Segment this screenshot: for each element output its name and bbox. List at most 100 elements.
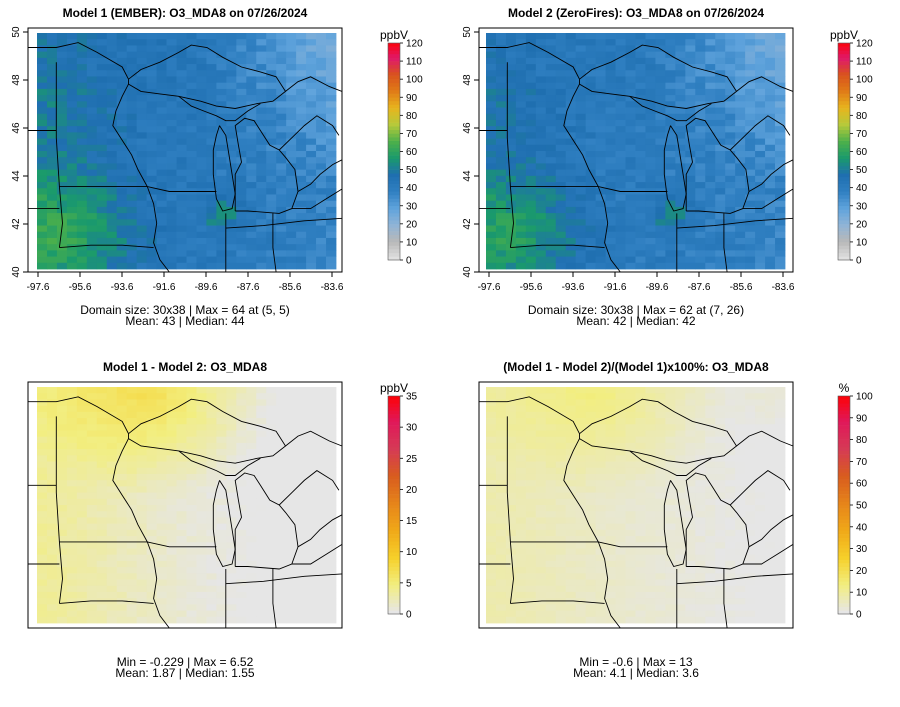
grid-cell (645, 387, 656, 394)
grid-cell (96, 244, 108, 251)
grid-cell (605, 480, 616, 487)
grid-cell (725, 399, 736, 407)
grid-cell (695, 573, 706, 580)
grid-cell (585, 206, 597, 214)
colorbar-segment (838, 68, 850, 73)
grid-cell (505, 101, 517, 108)
grid-cell (286, 188, 297, 195)
grid-cell (86, 64, 98, 71)
grid-cell (216, 206, 227, 214)
grid-cell (655, 560, 666, 568)
grid-cell (276, 467, 287, 475)
grid-cell (765, 132, 776, 139)
grid-cell (326, 188, 337, 195)
grid-cell (585, 82, 597, 90)
grid-cell (685, 616, 696, 624)
grid-cell (535, 455, 547, 462)
colorbar-segment (838, 144, 850, 149)
grid-cell (316, 418, 327, 425)
grid-cell (755, 573, 766, 580)
grid-cell (695, 560, 706, 568)
grid-cell (775, 436, 786, 444)
grid-cell (675, 585, 686, 593)
grid-cell (755, 126, 766, 133)
grid-cell (116, 424, 128, 431)
boundary-line (55, 62, 63, 248)
grid-cell (56, 169, 68, 177)
grid-cell (136, 505, 148, 512)
grid-cell (495, 51, 507, 59)
grid-cell (735, 33, 746, 40)
grid-cell (675, 101, 686, 108)
grid-cell (206, 33, 217, 40)
grid-cell (46, 548, 58, 556)
grid-cell (306, 399, 317, 407)
grid-cell (156, 39, 167, 46)
grid-cell (266, 573, 277, 580)
grid-cell (96, 39, 108, 46)
grid-cell (685, 119, 696, 127)
grid-cell (246, 169, 257, 177)
boundary-line (212, 125, 236, 212)
grid-cell (86, 449, 98, 456)
grid-cell (306, 157, 317, 164)
grid-cell (106, 442, 118, 450)
grid-cell (765, 449, 776, 456)
grid-cell (96, 101, 108, 108)
grid-cell (735, 57, 746, 65)
grid-cell (735, 163, 746, 171)
grid-cell (615, 157, 626, 164)
grid-cell (306, 492, 317, 500)
data-grid (486, 387, 786, 624)
grid-cell (745, 405, 756, 413)
grid-cell (146, 393, 157, 400)
grid-cell (256, 175, 267, 183)
grid-cell (66, 126, 78, 133)
grid-cell (615, 76, 626, 84)
grid-cell (46, 132, 58, 139)
grid-cell (585, 585, 597, 593)
grid-cell (316, 256, 327, 264)
colorbar-segment (388, 122, 400, 127)
grid-cell (615, 119, 626, 127)
grid-cell (775, 517, 786, 525)
grid-cell (775, 399, 786, 407)
grid-cell (76, 206, 88, 214)
grid-cell (625, 567, 636, 574)
grid-cell (765, 604, 776, 611)
colorbar-segment (388, 512, 400, 517)
grid-cell (765, 467, 776, 475)
grid-cell (46, 126, 58, 133)
grid-cell (635, 64, 646, 71)
grid-cell (625, 262, 636, 270)
grid-cell (76, 194, 88, 202)
grid-cell (725, 182, 736, 189)
grid-cell (176, 411, 187, 419)
grid-cell (136, 76, 148, 84)
grid-cell (286, 467, 297, 475)
grid-cell (605, 132, 616, 139)
grid-cell (585, 536, 597, 543)
grid-cell (236, 554, 247, 562)
grid-cell (635, 119, 646, 127)
grid-cell (316, 225, 327, 233)
grid-cell (535, 387, 547, 394)
grid-cell (96, 256, 108, 264)
grid-cell (575, 505, 587, 512)
grid-cell (196, 95, 207, 102)
grid-cell (735, 387, 746, 394)
grid-cell (725, 70, 736, 77)
grid-cell (695, 492, 706, 500)
grid-cell (715, 39, 726, 46)
grid-cell (505, 138, 517, 146)
grid-cell (705, 175, 716, 183)
grid-cell (555, 411, 567, 419)
boundary-line (212, 480, 236, 568)
grid-cell (505, 113, 517, 121)
grid-cell (106, 536, 118, 543)
grid-cell (575, 610, 587, 618)
grid-cell (76, 64, 88, 71)
grid-cell (106, 579, 118, 587)
grid-cell (106, 554, 118, 562)
grid-cell (645, 511, 656, 518)
